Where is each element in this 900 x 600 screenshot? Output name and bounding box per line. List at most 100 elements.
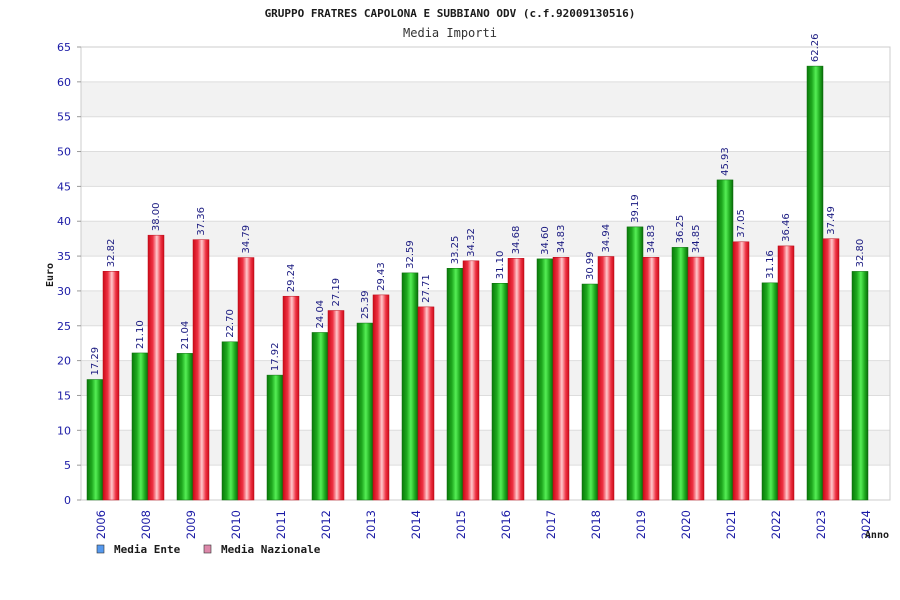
bar-media-nazionale-2011 — [282, 295, 300, 501]
bar-media-ente-2017 — [536, 258, 554, 501]
bar-media-ente-2016 — [491, 283, 509, 501]
grid-band — [81, 221, 890, 257]
bar-media-nazionale-2018 — [597, 256, 615, 501]
value-label: 21.10 — [135, 320, 146, 349]
value-label: 34.32 — [466, 228, 477, 257]
x-tick-label: 2019 — [634, 510, 648, 539]
bar-media-ente-2022 — [761, 282, 779, 501]
value-label: 25.39 — [360, 290, 371, 319]
x-tick-label: 2020 — [679, 510, 693, 539]
value-label: 24.04 — [315, 300, 326, 329]
value-label: 34.79 — [241, 225, 252, 254]
y-tick-label: 35 — [57, 250, 71, 263]
value-labels: 17.29 32.82 21.10 38.00 21.04 37.36 22.70 34.79… — [90, 33, 866, 375]
bar-media-ente-2018 — [581, 283, 599, 501]
value-label: 22.70 — [225, 309, 236, 338]
value-label: 30.99 — [585, 251, 596, 280]
x-tick-label: 2006 — [94, 510, 108, 539]
y-tick-label: 20 — [57, 355, 71, 368]
legend-swatch-media-ente — [96, 544, 105, 554]
value-label: 34.85 — [691, 224, 702, 253]
bar-media-ente-2009 — [176, 353, 194, 501]
bar-media-ente-2014 — [401, 272, 419, 501]
x-tick-label: 2008 — [139, 510, 153, 539]
bars — [86, 65, 869, 501]
y-tick-label: 5 — [64, 459, 71, 472]
bar-media-nazionale-2020 — [687, 256, 705, 501]
x-tick-label: 2009 — [184, 510, 198, 539]
value-label: 32.80 — [855, 239, 866, 268]
grid-band — [81, 360, 890, 396]
y-tick-label: 15 — [57, 389, 71, 402]
y-tick-label: 60 — [57, 76, 71, 89]
x-tick-label: 2013 — [364, 510, 378, 539]
value-label: 29.43 — [376, 262, 387, 291]
bar-media-ente-2023 — [806, 65, 824, 501]
bar-media-ente-2008 — [131, 352, 149, 501]
grid-bands — [81, 81, 890, 466]
x-tick-label: 2015 — [454, 510, 468, 539]
bar-media-ente-2006 — [86, 379, 104, 501]
y-tick-label: 40 — [57, 215, 71, 228]
value-label: 37.36 — [196, 207, 207, 236]
grid-band — [81, 430, 890, 466]
bar-media-nazionale-2016 — [507, 258, 525, 501]
bar-media-nazionale-2021 — [732, 241, 750, 501]
value-label: 36.46 — [781, 213, 792, 242]
bar-media-ente-2021 — [716, 179, 734, 501]
y-tick-label: 10 — [57, 424, 71, 437]
y-tick-label: 25 — [57, 320, 71, 333]
bar-media-nazionale-2023 — [822, 238, 840, 501]
value-label: 31.10 — [495, 251, 506, 280]
value-label: 39.19 — [630, 194, 641, 223]
y-tick-label: 55 — [57, 111, 71, 124]
x-tick-label: 2012 — [319, 510, 333, 539]
value-label: 27.71 — [421, 274, 432, 303]
bar-media-nazionale-2019 — [642, 257, 660, 501]
x-tick-label: 2011 — [274, 510, 288, 539]
x-axis-ticks: 2006 2008 2009 2010 2011 2012 2013 2014 2015 2016… — [94, 510, 873, 539]
x-tick-label: 2022 — [769, 510, 783, 539]
bar-media-nazionale-2017 — [552, 257, 570, 501]
value-label: 29.24 — [286, 264, 297, 293]
y-tick-label: 50 — [57, 146, 71, 159]
value-label: 32.82 — [106, 239, 117, 268]
value-label: 34.83 — [646, 225, 657, 254]
bar-media-ente-2010 — [221, 341, 239, 501]
plot-frame — [80, 46, 891, 501]
y-axis-label: Euro — [45, 263, 56, 287]
value-label: 33.25 — [450, 236, 461, 265]
bar-media-nazionale-2010 — [237, 257, 255, 501]
bar-media-nazionale-2014 — [417, 306, 435, 501]
value-label: 38.00 — [151, 203, 162, 232]
y-tick-label: 30 — [57, 285, 71, 298]
value-label: 34.68 — [511, 226, 522, 255]
legend-swatch-media-nazionale — [203, 544, 212, 554]
x-tick-label: 2010 — [229, 510, 243, 539]
bar-media-nazionale-2009 — [192, 239, 210, 501]
value-label: 37.05 — [736, 209, 747, 238]
value-label: 34.94 — [601, 224, 612, 253]
chart-subtitle: Media Importi — [403, 26, 497, 40]
x-tick-label: 2014 — [409, 510, 423, 539]
value-label: 17.92 — [270, 342, 281, 371]
bar-media-ente-2015 — [446, 268, 464, 501]
grid-band — [81, 151, 890, 187]
value-label: 21.04 — [180, 321, 191, 350]
bar-media-ente-2013 — [356, 322, 374, 501]
bar-media-nazionale-2022 — [777, 245, 795, 501]
x-tick-label: 2016 — [499, 510, 513, 539]
bar-media-nazionale-2008 — [147, 234, 165, 501]
value-label: 62.26 — [810, 33, 821, 62]
bar-media-ente-2024 — [851, 271, 869, 501]
value-label: 17.29 — [90, 347, 101, 376]
grid-band — [81, 81, 890, 117]
x-tick-label: 2018 — [589, 510, 603, 539]
value-label: 32.59 — [405, 240, 416, 269]
value-label: 31.16 — [765, 250, 776, 279]
bar-media-ente-2011 — [266, 374, 284, 501]
value-label: 27.19 — [331, 278, 342, 307]
bar-media-nazionale-2015 — [462, 260, 480, 501]
value-label: 34.83 — [556, 225, 567, 254]
legend: Media Ente Media Nazionale — [96, 543, 321, 556]
